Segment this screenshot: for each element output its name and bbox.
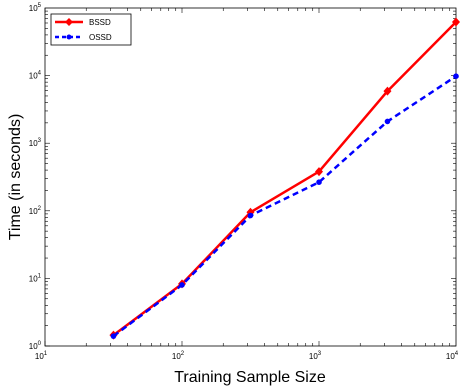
- y-tick-label-exp: 3: [38, 138, 42, 144]
- data-point-bssd: [452, 17, 460, 27]
- series-layer: [109, 17, 460, 340]
- data-point-ossd: [316, 179, 322, 185]
- y-tick-label-exp: 5: [38, 3, 42, 9]
- x-tick-labels: 101 102 103 104: [35, 351, 459, 361]
- y-tick-label-exp: 4: [38, 71, 42, 77]
- y-tick-label-base: 10: [29, 342, 38, 351]
- y-tick-label: 105: [29, 3, 42, 13]
- y-tick-label-base: 10: [29, 4, 38, 13]
- data-point-ossd: [179, 282, 185, 288]
- y-tick-label-exp: 2: [38, 206, 42, 212]
- y-tick-label: 103: [29, 138, 42, 148]
- y-tick-label-base: 10: [29, 139, 38, 148]
- legend-label-ossd: OSSD: [89, 33, 112, 42]
- x-tick-label-base: 10: [446, 352, 455, 361]
- y-tick-label: 104: [29, 71, 42, 81]
- x-tick-label-base: 10: [309, 352, 318, 361]
- x-tick-label-exp: 4: [455, 351, 459, 357]
- y-tick-label-exp: 1: [38, 273, 42, 279]
- x-tick-label-exp: 2: [181, 351, 185, 357]
- x-tick-label: 102: [172, 351, 185, 361]
- y-tick-label-base: 10: [29, 274, 38, 283]
- y-tick-label: 101: [29, 273, 42, 283]
- data-point-ossd: [453, 73, 459, 79]
- x-tick-label-base: 10: [35, 352, 44, 361]
- y-axis-title: Time (in seconds): [7, 114, 24, 241]
- legend-box: [50, 13, 132, 46]
- y-tick-label-base: 10: [29, 207, 38, 216]
- x-tick-label-exp: 3: [318, 351, 322, 357]
- x-tick-label: 101: [35, 351, 48, 361]
- y-tick-label-exp: 0: [38, 341, 42, 347]
- x-tick-label: 103: [309, 351, 322, 361]
- x-tick-label-exp: 1: [44, 351, 48, 357]
- data-point-ossd: [384, 118, 391, 125]
- x-tick-label-base: 10: [172, 352, 181, 361]
- y-tick-label: 100: [29, 341, 42, 351]
- legend-marker-ossd: [66, 34, 72, 40]
- x-axis-title: Training Sample Size: [174, 369, 326, 386]
- legend-marker-bssd: [65, 18, 73, 26]
- y-tick-label: 102: [29, 206, 42, 216]
- data-point-ossd: [110, 333, 117, 339]
- data-point-bssd: [315, 167, 323, 177]
- x-tick-label: 104: [446, 351, 459, 361]
- data-point-bssd: [383, 86, 392, 96]
- data-point-ossd: [247, 212, 254, 219]
- plot-area: [44, 7, 457, 347]
- y-tick-label-base: 10: [29, 72, 38, 81]
- series-line-ossd: [112, 75, 457, 338]
- legend: BSSD OSSD: [50, 13, 132, 46]
- legend-label-bssd: BSSD: [89, 18, 111, 27]
